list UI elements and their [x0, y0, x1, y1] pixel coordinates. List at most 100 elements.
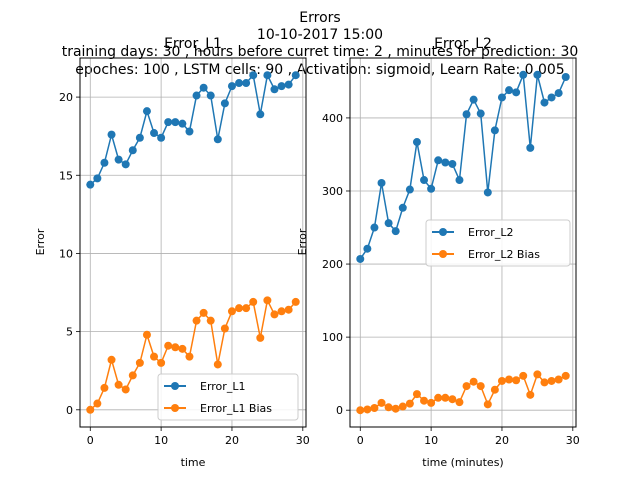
- left-series-2-point: [291, 297, 300, 306]
- left-series-2-point: [185, 352, 194, 361]
- left-series-2-point: [128, 371, 137, 380]
- left-series-1-point: [114, 155, 123, 164]
- left-series-1-point: [256, 110, 265, 119]
- right-legend: Error_L2 Error_L2 Bias: [425, 219, 571, 267]
- left-xtick-label: 0: [87, 434, 94, 447]
- right-series-1-point: [490, 126, 499, 135]
- left-legend-box: [157, 373, 299, 421]
- left-ylabel: Error: [34, 228, 47, 255]
- right-series-2-point: [412, 390, 421, 399]
- right-xtick-label: 0: [357, 434, 364, 447]
- right-series-2-point: [448, 395, 457, 404]
- right-ylabel: Error: [296, 228, 309, 255]
- left-xtick-label: 20: [225, 434, 239, 447]
- suptitle-line-1: Errors: [299, 10, 340, 26]
- left-axes-frame: [79, 57, 307, 428]
- left-series-2-point: [277, 307, 286, 316]
- right-series-2-point: [512, 376, 521, 385]
- left-ytick-label: 5: [66, 326, 73, 339]
- left-legend-label-2: Error_L1 Bias: [200, 402, 272, 415]
- left-series-2-point: [213, 360, 222, 369]
- right-axes-title: Error_L2: [434, 36, 492, 52]
- left-ytick-label: 10: [59, 247, 73, 260]
- right-series-2-point: [455, 398, 464, 407]
- right-ytick-label: 400: [322, 112, 343, 125]
- left-series-2-point: [249, 297, 258, 306]
- right-series-2-point: [505, 375, 514, 384]
- right-ytick-label: 0: [336, 404, 343, 417]
- right-series-2-point: [497, 376, 506, 385]
- right-legend-label-2: Error_L2 Bias: [468, 248, 540, 261]
- right-series-1-point: [519, 70, 528, 79]
- left-series-1-point: [185, 127, 194, 136]
- suptitle: Errors 10-10-2017 15:00 training days: 3…: [62, 10, 579, 78]
- right-series-1-point: [448, 159, 457, 168]
- left-legend-marker-1: [171, 382, 179, 390]
- left-series-2-point: [220, 324, 229, 333]
- right-series-1-point: [420, 176, 429, 185]
- left-series-1-point: [235, 79, 244, 88]
- left-series-2-point: [242, 304, 251, 313]
- left-series-1-point: [227, 82, 236, 91]
- left-series-1-point: [164, 118, 173, 127]
- right-series-1-point: [497, 93, 506, 102]
- left-series-2-point: [86, 405, 95, 414]
- right-series-2-point: [384, 403, 393, 412]
- right-series-1-point: [540, 98, 549, 107]
- right-series-2-point: [441, 393, 450, 402]
- right-series-2-point: [391, 404, 400, 413]
- left-ytick-label: 0: [66, 404, 73, 417]
- suptitle-line-2: 10-10-2017 15:00: [257, 27, 383, 43]
- left-series-2-point: [121, 385, 130, 394]
- right-xlabel: time (minutes): [422, 456, 503, 469]
- left-axes: Error_L1 0 10 20 30 0 5 10 15 20 time Error Erro…: [34, 36, 310, 469]
- left-series-1-point: [192, 91, 201, 100]
- right-series-1-point: [554, 89, 563, 98]
- right-series-1-point: [441, 158, 450, 167]
- right-series-2-point: [363, 405, 372, 414]
- right-series-2-point: [370, 404, 379, 412]
- right-series-2-point: [462, 382, 471, 391]
- left-legend: Error_L1 Error_L1 Bias: [157, 373, 299, 421]
- right-ytick-label: 100: [322, 331, 343, 344]
- left-series-1-point: [86, 180, 95, 189]
- left-series-1-point: [263, 71, 272, 80]
- left-series-1-point: [270, 85, 279, 94]
- left-ytick-label: 20: [59, 91, 73, 104]
- right-series-1-point: [476, 109, 485, 118]
- right-series-1-point: [434, 156, 443, 165]
- right-series-1-point: [547, 93, 556, 102]
- left-series-1-point: [171, 118, 180, 127]
- left-series: [86, 71, 300, 414]
- right-series-2-point: [476, 382, 485, 391]
- left-series-1-point: [128, 146, 137, 155]
- right-series-1-point: [405, 185, 414, 194]
- right-series-1-point: [363, 244, 372, 253]
- right-series-1-point: [356, 254, 365, 263]
- right-series-2-point: [377, 398, 386, 407]
- right-legend-label-1: Error_L2: [468, 226, 513, 239]
- right-series-1-point: [377, 178, 386, 187]
- left-series-1-point: [157, 133, 166, 142]
- right-series-1-point: [391, 227, 400, 236]
- left-series-1-point: [291, 71, 300, 80]
- right-legend-marker-2: [439, 250, 447, 258]
- left-series-2-point: [263, 296, 272, 305]
- left-legend-label-1: Error_L1: [200, 380, 245, 393]
- left-series-2-point: [206, 316, 215, 325]
- right-xtick-label: 30: [566, 434, 580, 447]
- left-series-1-point: [150, 129, 159, 138]
- left-xtick-label: 10: [154, 434, 168, 447]
- right-series-1-point: [370, 223, 379, 232]
- left-series-2-point: [192, 316, 201, 325]
- left-series-2-point: [150, 352, 159, 361]
- right-series-1-point: [533, 70, 542, 79]
- left-series-2-point: [114, 380, 123, 389]
- left-series-1-point: [135, 133, 144, 142]
- right-series-2-point: [540, 378, 549, 387]
- left-series-2-point: [164, 341, 173, 350]
- right-series-2-point: [469, 377, 478, 386]
- right-series-2-point: [420, 396, 429, 405]
